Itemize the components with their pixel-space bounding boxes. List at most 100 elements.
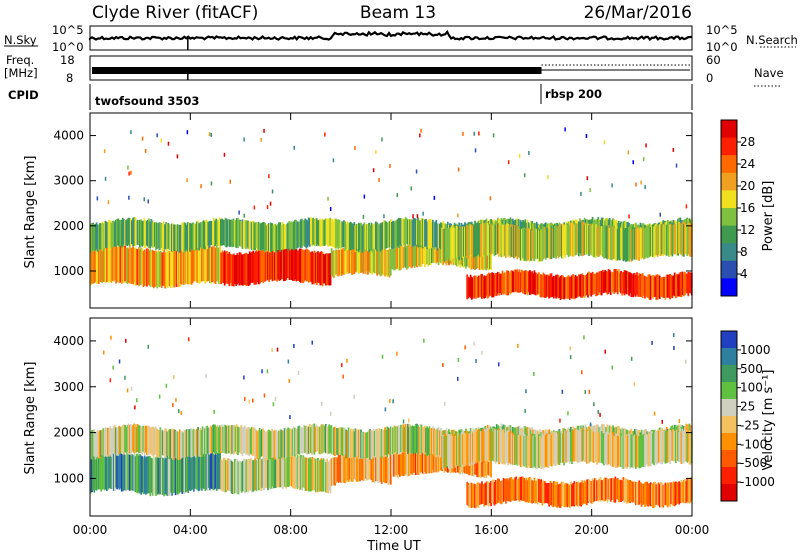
freq-tick-bottom: 8	[66, 71, 73, 85]
heatmap-cell	[92, 222, 95, 251]
scatter-cell	[269, 201, 272, 206]
heatmap-cell	[273, 456, 276, 488]
heatmap-cell	[413, 451, 416, 473]
heatmap-cell	[493, 222, 496, 257]
heatmap-cell	[350, 221, 352, 251]
heatmap-cell	[427, 243, 430, 267]
heatmap-cell	[472, 224, 474, 257]
heatmap-cell	[604, 224, 606, 258]
scatter-cell	[416, 214, 419, 219]
heatmap-cell	[125, 220, 128, 246]
heatmap-cell	[611, 272, 613, 294]
scatter-cell	[653, 411, 656, 416]
heatmap-cell	[371, 244, 374, 275]
heatmap-cell	[225, 218, 228, 248]
heatmap-cell	[565, 277, 568, 299]
heatmap-cell	[199, 428, 202, 457]
heatmap-cell	[670, 223, 673, 255]
heatmap-cell	[365, 432, 368, 458]
heatmap-cell	[383, 429, 385, 458]
heatmap-cell	[510, 226, 513, 257]
heatmap-cell	[247, 427, 250, 456]
heatmap-cell	[449, 228, 451, 262]
heatmap-cell	[164, 224, 166, 250]
heatmap-cell	[266, 430, 269, 460]
heatmap-cell	[322, 220, 325, 246]
heatmap-cell	[429, 242, 432, 265]
scatter-cell	[661, 419, 663, 424]
heatmap-cell	[677, 223, 679, 256]
heatmap-cell	[93, 454, 96, 493]
heatmap-cell	[158, 222, 161, 250]
heatmap-cell	[223, 219, 226, 246]
heatmap-cell	[220, 459, 223, 491]
nsearch-tick-top: 10^5	[706, 23, 738, 37]
heatmap-cell	[279, 455, 282, 488]
heatmap-cell	[175, 251, 178, 287]
heatmap-cell	[144, 220, 147, 248]
heatmap-cell	[386, 426, 389, 457]
heatmap-cell	[166, 457, 169, 496]
heatmap-cell	[243, 458, 245, 492]
heatmap-cell	[385, 430, 388, 456]
heatmap-cell	[267, 429, 270, 459]
heatmap-band-6	[441, 221, 693, 262]
heatmap-cell	[163, 459, 165, 497]
heatmap-cell	[132, 217, 134, 247]
heatmap-cell	[588, 271, 590, 295]
heatmap-cell	[636, 226, 638, 260]
heatmap-cell	[655, 484, 658, 505]
heatmap-cell	[688, 272, 691, 293]
heatmap-cell	[477, 223, 480, 254]
heatmap-cell	[576, 223, 579, 254]
heatmap-cell	[182, 247, 185, 285]
scatter-cell	[492, 133, 495, 138]
heatmap-cell	[254, 457, 257, 491]
heatmap-cell	[519, 226, 522, 261]
heatmap-cell	[357, 429, 360, 458]
scatter-cell	[389, 398, 391, 403]
heatmap-cell	[306, 427, 309, 455]
heatmap-cell	[541, 482, 544, 506]
heatmap-cell	[335, 456, 338, 484]
heatmap-cell	[259, 251, 261, 284]
heatmap-cell	[178, 224, 181, 253]
scatter-cell	[141, 136, 144, 141]
heatmap-cell	[250, 427, 253, 455]
heatmap-cell	[372, 428, 375, 458]
heatmap-cell	[214, 452, 217, 489]
heatmap-cell	[189, 454, 192, 491]
heatmap-cell	[280, 429, 283, 458]
heatmap-cell	[481, 273, 483, 299]
heatmap-cell	[218, 247, 220, 285]
heatmap-cell	[505, 224, 507, 258]
heatmap-cell	[251, 459, 253, 493]
time-x-ticks: 00:00 04:00 08:00 12:00 16:00 20:00 00:00	[73, 113, 709, 537]
heatmap-cell	[392, 453, 394, 477]
heatmap-cell	[400, 245, 402, 270]
heatmap-cell	[495, 223, 498, 255]
heatmap-cell	[411, 219, 414, 248]
scatter-cell	[593, 402, 595, 407]
heatmap-cell	[462, 433, 465, 467]
heatmap-cell	[684, 429, 686, 462]
scatter-cell	[213, 409, 215, 414]
heatmap-cell	[653, 430, 655, 466]
heatmap-cell	[369, 451, 372, 480]
heatmap-cell	[246, 429, 248, 454]
heatmap-cell	[210, 453, 212, 489]
heatmap-cell	[171, 457, 173, 496]
heatmap-cell	[403, 427, 406, 452]
heatmap-cell	[414, 245, 417, 266]
heatmap-cell	[222, 252, 225, 283]
heatmap-cell	[242, 426, 245, 454]
colorbar-tick-label: 1000	[740, 343, 771, 357]
scatter-cell	[186, 178, 188, 183]
heatmap-cell	[676, 273, 678, 298]
heatmap-cell	[603, 433, 605, 466]
heatmap-cell	[452, 436, 455, 467]
heatmap-cell	[285, 455, 288, 489]
heatmap-cell	[255, 429, 258, 457]
heatmap-cell	[524, 229, 527, 261]
heatmap-cell	[355, 454, 358, 482]
